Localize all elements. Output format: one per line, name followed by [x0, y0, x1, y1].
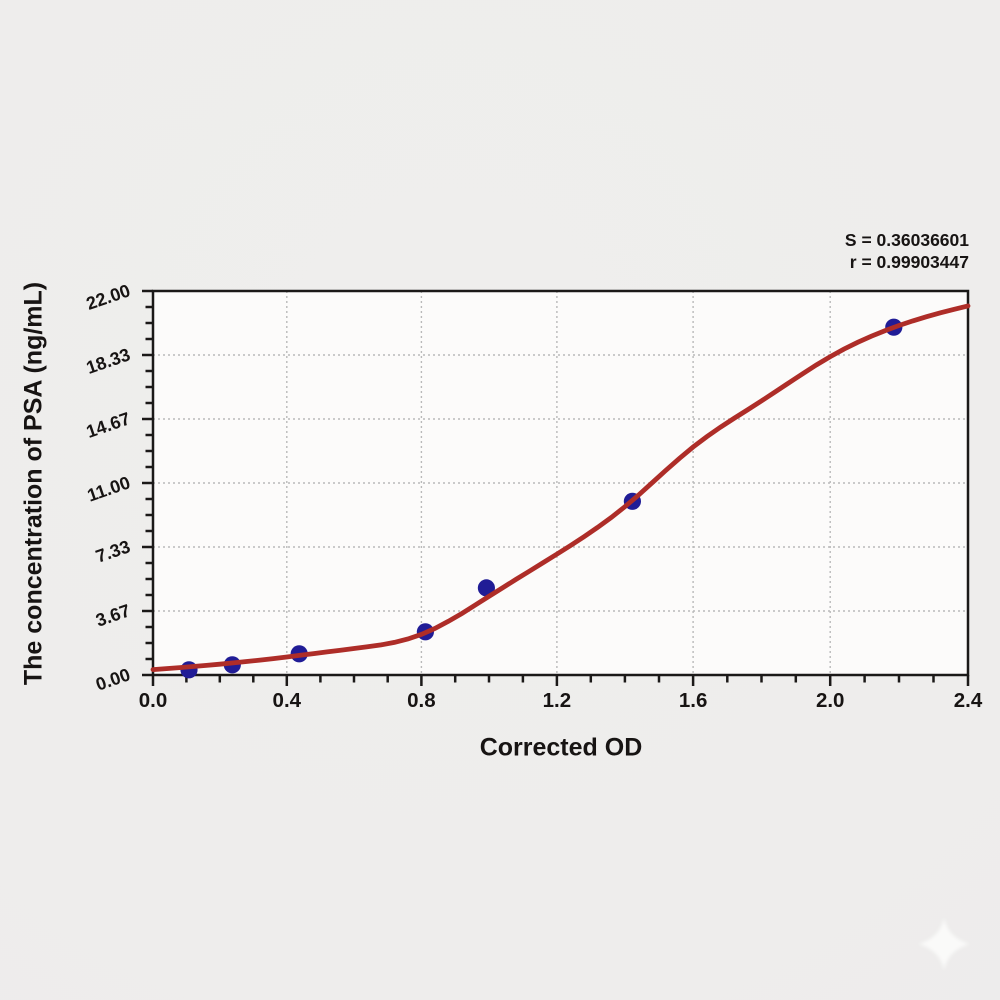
svg-text:S = 0.36036601: S = 0.36036601 [845, 230, 969, 250]
svg-text:r = 0.99903447: r = 0.99903447 [850, 252, 969, 272]
svg-text:1.2: 1.2 [543, 689, 572, 712]
svg-text:1.6: 1.6 [679, 689, 708, 712]
svg-text:0.0: 0.0 [139, 689, 168, 712]
svg-text:0.4: 0.4 [273, 689, 302, 712]
svg-text:Corrected OD: Corrected OD [480, 734, 643, 762]
svg-text:0.8: 0.8 [407, 689, 436, 712]
svg-text:2.4: 2.4 [954, 689, 983, 712]
svg-text:The concentration of PSA (ng/m: The concentration of PSA (ng/mL) [20, 282, 48, 685]
svg-text:2.0: 2.0 [816, 689, 845, 712]
